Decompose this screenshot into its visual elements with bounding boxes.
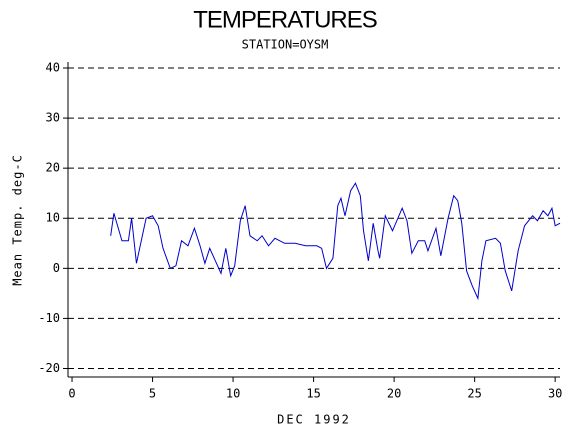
x-tick-label: 20 (387, 387, 401, 401)
y-tick-label: 40 (46, 61, 60, 75)
x-axis-label: DEC 1992 (277, 413, 351, 427)
x-tick-label: 10 (226, 387, 240, 401)
y-tick-label: -20 (38, 361, 60, 375)
x-tick-label: 0 (68, 387, 75, 401)
x-tick-label: 15 (306, 387, 320, 401)
chart-title: TEMPERATURES (193, 6, 377, 33)
x-tick-label: 30 (548, 387, 562, 401)
y-tick-label: 0 (53, 261, 60, 275)
x-tick-label: 5 (149, 387, 156, 401)
y-tick-label: 20 (46, 161, 60, 175)
chart-subtitle: STATION=OYSM (242, 38, 329, 52)
x-tick-label: 25 (467, 387, 481, 401)
line-series (110, 182, 561, 301)
y-tick-label: -10 (38, 311, 60, 325)
y-tick-label: 10 (46, 211, 60, 225)
y-axis-label: Mean Temp. deg-C (11, 154, 25, 286)
y-tick-label: 30 (46, 111, 60, 125)
